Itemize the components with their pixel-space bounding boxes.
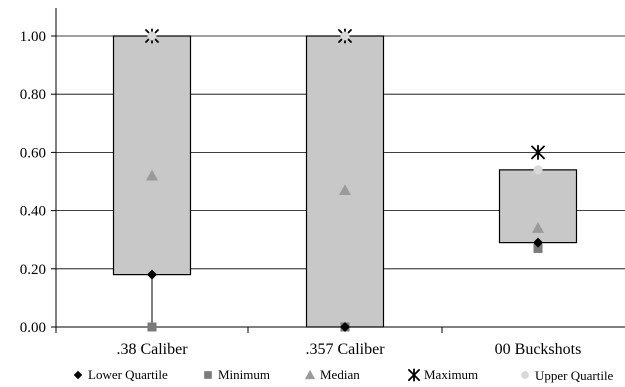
- median-point: [532, 222, 544, 233]
- median-point: [146, 169, 158, 181]
- box: [112, 35, 192, 276]
- upper-quartile-point: [533, 165, 543, 175]
- y-tick-label: 0.40: [20, 204, 46, 220]
- y-tick-label: 0.00: [20, 320, 46, 336]
- minimum-legend-marker: [204, 371, 212, 379]
- upper-quartile-point: [147, 31, 157, 41]
- category-label: 00 Buckshots: [495, 341, 582, 358]
- markers: [145, 28, 545, 332]
- y-tick-label: 0.20: [20, 262, 46, 278]
- legend-label: Median: [320, 367, 360, 382]
- maximum-legend-marker: [407, 368, 421, 382]
- minimum-point: [533, 243, 543, 253]
- lower-quartile-point: [340, 322, 350, 332]
- lower-quartile-point: [533, 237, 543, 248]
- box: [305, 35, 385, 328]
- category-label: .357 Caliber: [305, 341, 385, 358]
- lower-quartile-point: [147, 269, 157, 280]
- lower-quartile-legend-marker: [73, 370, 83, 380]
- minimum-point: [147, 322, 157, 332]
- upper-quartile-legend-marker: [521, 371, 529, 379]
- legend-label: Maximum: [424, 367, 478, 382]
- category-label: .38 Caliber: [116, 341, 188, 358]
- labels: 0.00 0.20 0.40 0.60 0.80 1.00 .38 Caliber .357 …: [20, 29, 582, 358]
- upper-quartile-point: [340, 31, 350, 41]
- boxes: [112, 35, 578, 328]
- y-tick-label: 1.00: [20, 29, 46, 45]
- legend-label: Lower Quartile: [88, 367, 168, 382]
- legend: Lower Quartile Minimum Median Maximum Upper …: [73, 367, 614, 383]
- y-tick-label: 0.60: [20, 145, 46, 161]
- legend-label: Upper Quartile: [535, 368, 614, 383]
- legend-label: Minimum: [218, 367, 270, 382]
- y-tick-label: 0.80: [20, 87, 46, 103]
- median-point: [339, 184, 351, 196]
- median-legend-marker: [304, 369, 316, 380]
- maximum-point: [531, 144, 545, 160]
